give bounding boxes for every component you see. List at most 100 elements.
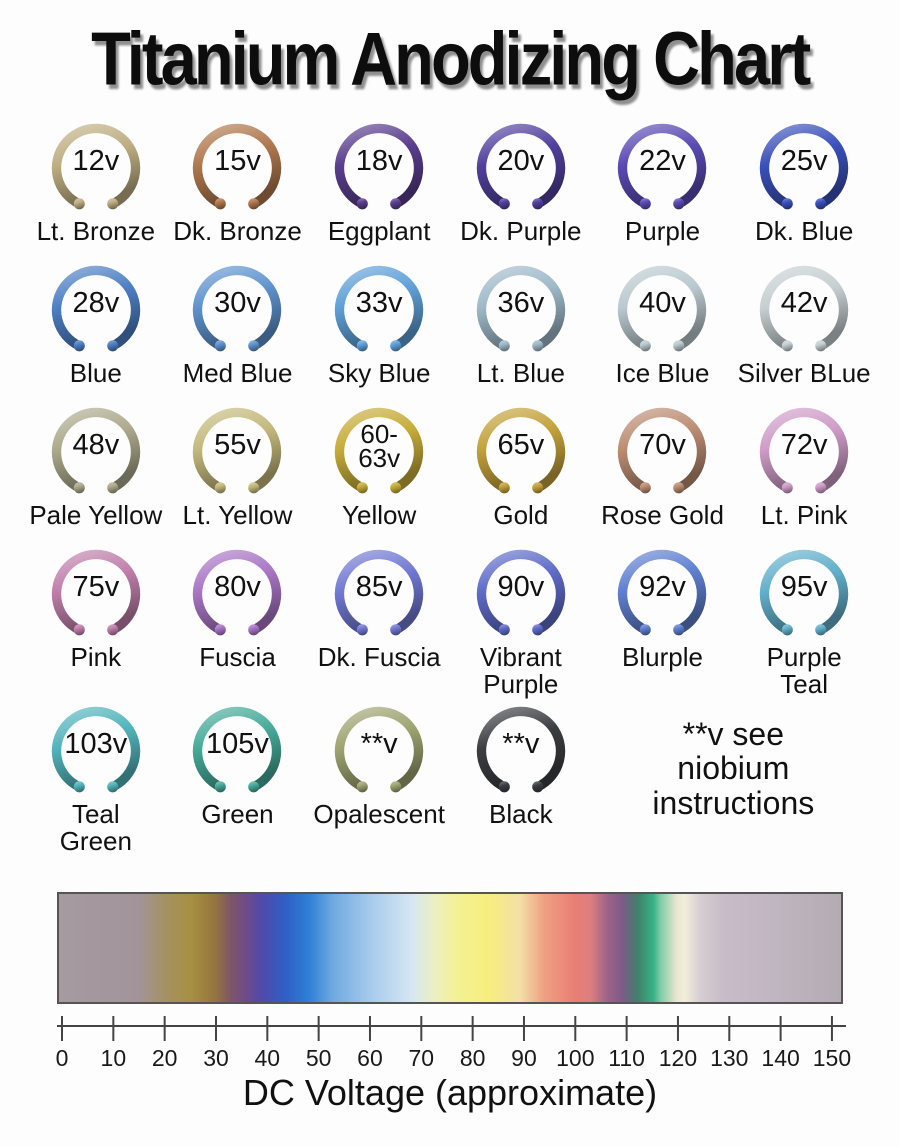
ring-icon	[193, 123, 282, 210]
ring-cell: 80v Fuscia	[167, 546, 309, 699]
ring-color-name: Green	[201, 798, 274, 829]
ring-wrap: 75v	[44, 546, 148, 642]
ring-voltage-label: 103v	[64, 728, 128, 761]
ring-color-name: Blue	[69, 358, 122, 388]
ring-voltage-label: **v	[360, 728, 398, 761]
ring-wrap: 33v	[327, 262, 431, 358]
ring-cell: 25v Dk. Blue	[733, 120, 875, 258]
ring-voltage-label: 65v	[497, 429, 545, 462]
ring-icon	[51, 123, 140, 210]
ring-color-name: Black	[489, 798, 553, 829]
ring-cell: 60- 63v Yellow	[308, 404, 450, 542]
ring-icon	[51, 706, 140, 792]
ring-voltage-label: 70v	[639, 429, 686, 462]
ring-voltage-label: 22v	[639, 145, 686, 178]
ring-color-name: Lt. Bronze	[36, 216, 156, 246]
axis-tick-label: 30	[203, 1045, 229, 1071]
ring-voltage-label: 80v	[214, 571, 261, 604]
ring-icon	[51, 407, 140, 494]
rings-grid: 12v Lt. Bronze 15v Dk. Bronze 18v Eggplant 20v…	[25, 120, 875, 855]
ring-wrap: 105v	[185, 703, 289, 799]
ring-icon	[335, 549, 424, 636]
axis-tick-label: 60	[357, 1045, 383, 1071]
ring-wrap: 55v	[185, 404, 289, 500]
ring-icon	[476, 407, 565, 494]
ring-color-name: Lt. Blue	[476, 358, 565, 388]
ring-voltage-label: 48v	[72, 429, 120, 462]
ring-color-name: Lt. Pink	[760, 500, 848, 530]
ring-cell: 20v Dk. Purple	[450, 120, 592, 258]
axis-tick-label: 50	[306, 1045, 332, 1071]
page-title: Titanium Anodizing Chart	[91, 17, 811, 102]
ring-icon	[335, 265, 424, 352]
ring-color-name: Med Blue	[182, 358, 293, 388]
ring-wrap: 40v	[610, 262, 714, 358]
ring-voltage-label: 90v	[497, 571, 545, 604]
ring-color-name: Dk. Fuscia	[317, 642, 441, 672]
ring-wrap: 42v	[752, 262, 856, 358]
ring-cell: 103v Teal Green	[25, 703, 167, 856]
ring-cell: 95v Purple Teal	[733, 546, 875, 699]
ring-cell: 75v Pink	[25, 546, 167, 699]
ring-wrap: 12v	[44, 120, 148, 216]
ring-wrap: **v	[469, 703, 573, 799]
ring-voltage-label: 40v	[639, 287, 686, 320]
ring-wrap: 36v	[469, 262, 573, 358]
ring-wrap: 95v	[752, 546, 856, 642]
ring-cell: 18v Eggplant	[308, 120, 450, 258]
ring-color-name: Rose Gold	[601, 500, 724, 530]
ring-wrap: 103v	[44, 703, 148, 799]
ring-icon	[476, 265, 565, 352]
axis-tick-label: 110	[608, 1045, 645, 1071]
ring-wrap: 25v	[752, 120, 856, 216]
axis-tick-label: 140	[761, 1045, 799, 1071]
ring-voltage-label: 15v	[214, 145, 261, 178]
ring-wrap: 15v	[185, 120, 289, 216]
ring-cell: 40v Ice Blue	[592, 262, 734, 400]
ring-voltage-label: 42v	[780, 287, 828, 320]
ring-cell: **v Opalescent	[308, 703, 450, 856]
axis-tick-label: 40	[255, 1045, 281, 1071]
ring-color-name: Eggplant	[327, 216, 431, 246]
ring-cell: 22v Purple	[592, 120, 734, 258]
ring-color-name: Sky Blue	[327, 358, 431, 388]
ring-color-name: Yellow	[342, 500, 417, 530]
voltage-axis: 0 10 20 30 40 50 60 70 80 90 100 110 120 130 140 150	[56, 1016, 851, 1071]
ring-voltage-label: 55v	[214, 429, 261, 462]
ring-color-name: Dk. Purple	[460, 216, 582, 246]
ring-color-name: Pink	[70, 642, 122, 672]
ring-icon	[335, 407, 424, 494]
ring-color-name: Opalescent	[313, 798, 445, 829]
ring-wrap: 65v	[469, 404, 573, 500]
ring-icon	[476, 549, 565, 636]
axis-tick-label: 130	[710, 1045, 748, 1071]
niobium-note: **v see niobium instructions	[652, 715, 815, 821]
ring-icon	[618, 549, 707, 636]
ring-wrap: 70v	[610, 404, 714, 500]
axis-tick-label: 100	[556, 1045, 594, 1071]
ring-voltage-label: 85v	[355, 571, 403, 604]
ring-cell: 15v Dk. Bronze	[167, 120, 309, 258]
ring-color-name: Lt. Yellow	[182, 500, 293, 530]
ring-icon	[760, 407, 849, 494]
axis-title: DC Voltage (approximate)	[242, 1072, 658, 1113]
axis-tick-label: 80	[460, 1045, 486, 1071]
ring-icon	[760, 265, 849, 352]
ring-voltage-label: **v	[502, 728, 540, 761]
ring-wrap: 20v	[469, 120, 573, 216]
ring-cell: 36v Lt. Blue	[450, 262, 592, 400]
ring-cell: 70v Rose Gold	[592, 404, 734, 542]
ring-voltage-label: 75v	[72, 571, 120, 604]
ring-wrap: 30v	[185, 262, 289, 358]
ring-cell: 85v Dk. Fuscia	[308, 546, 450, 699]
ring-cell: 33v Sky Blue	[308, 262, 450, 400]
ring-cell: 48v Pale Yellow	[25, 404, 167, 542]
ring-color-name: Gold	[493, 500, 549, 530]
ring-cell: 55v Lt. Yellow	[167, 404, 309, 542]
ring-color-name: Dk. Bronze	[173, 216, 302, 246]
ring-icon	[618, 407, 707, 494]
ring-cell: **v Black	[450, 703, 592, 856]
ring-icon	[760, 123, 849, 210]
ring-color-name: Pale Yellow	[29, 500, 163, 530]
ring-wrap: 85v	[327, 546, 431, 642]
